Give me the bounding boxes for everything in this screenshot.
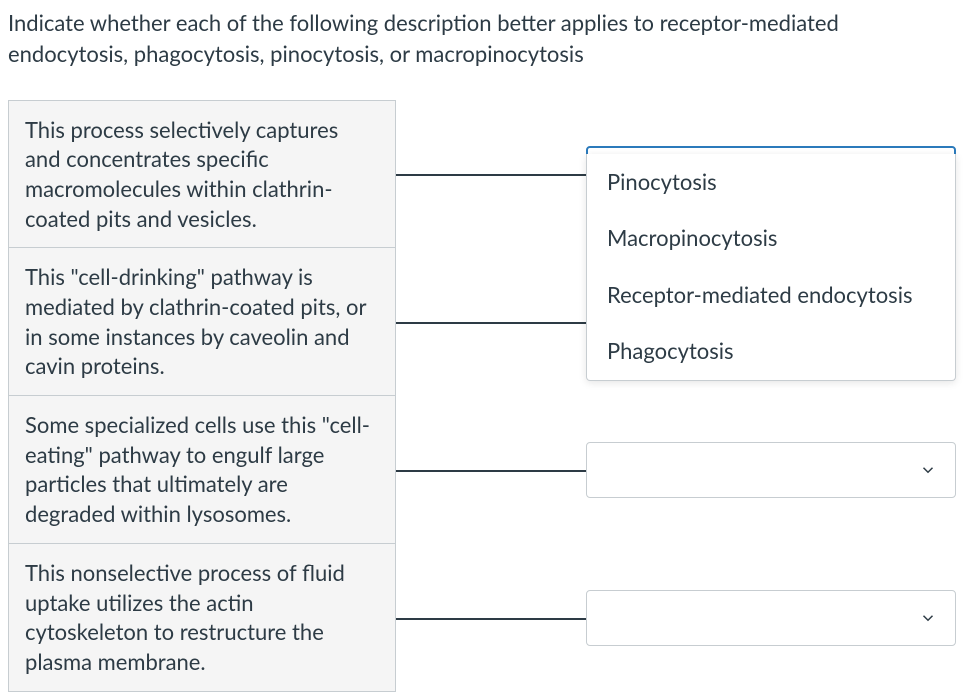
dropdown-option[interactable]: Macropinocytosis — [587, 210, 955, 267]
description-cell: This "cell-drinking" pathway is mediated… — [8, 248, 396, 396]
connector — [396, 544, 586, 692]
connector — [396, 100, 586, 249]
dropdown-option[interactable]: Phagocytosis — [587, 323, 955, 380]
match-row: This process selectively captures and co… — [8, 100, 956, 249]
dropdown-wrap — [586, 396, 956, 544]
description-cell: This process selectively captures and co… — [8, 100, 396, 249]
connector — [396, 396, 586, 544]
description-cell: Some specialized cells use this "cell-ea… — [8, 396, 396, 544]
dropdown-option[interactable]: Pinocytosis — [587, 154, 955, 211]
dropdown-option[interactable]: Receptor-mediated endocytosis — [587, 267, 955, 324]
matching-container: This process selectively captures and co… — [8, 100, 956, 692]
answer-dropdown[interactable] — [586, 442, 956, 498]
connector — [396, 248, 586, 396]
match-row: Some specialized cells use this "cell-ea… — [8, 396, 956, 544]
match-row: This nonselective process of fluid uptak… — [8, 544, 956, 692]
chevron-down-icon — [919, 461, 937, 479]
dropdown-wrap: Pinocytosis Macropinocytosis Receptor-me… — [586, 100, 956, 249]
description-cell: This nonselective process of fluid uptak… — [8, 544, 396, 692]
chevron-down-icon — [919, 609, 937, 627]
answer-dropdown[interactable] — [586, 590, 956, 646]
question-prompt: Indicate whether each of the following d… — [8, 8, 956, 70]
dropdown-menu: Pinocytosis Macropinocytosis Receptor-me… — [586, 154, 956, 381]
dropdown-wrap — [586, 544, 956, 692]
